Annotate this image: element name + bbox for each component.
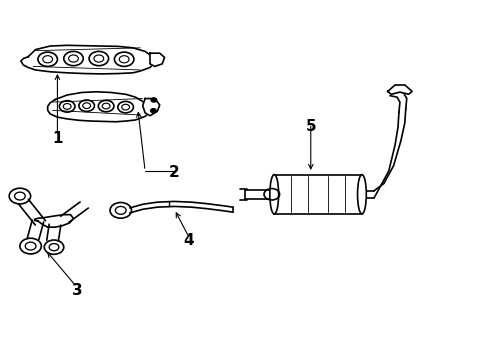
Polygon shape: [48, 92, 150, 122]
Polygon shape: [150, 53, 165, 66]
Polygon shape: [21, 45, 155, 74]
Text: 1: 1: [52, 131, 63, 147]
Circle shape: [151, 98, 157, 102]
Text: 4: 4: [184, 233, 194, 248]
Polygon shape: [34, 215, 74, 227]
Polygon shape: [143, 99, 160, 116]
Ellipse shape: [358, 175, 367, 214]
Ellipse shape: [270, 175, 279, 214]
Polygon shape: [388, 85, 412, 94]
Text: 2: 2: [169, 165, 180, 180]
Text: 5: 5: [305, 119, 316, 134]
Polygon shape: [274, 175, 362, 214]
Text: 3: 3: [72, 283, 82, 298]
Circle shape: [150, 109, 156, 113]
